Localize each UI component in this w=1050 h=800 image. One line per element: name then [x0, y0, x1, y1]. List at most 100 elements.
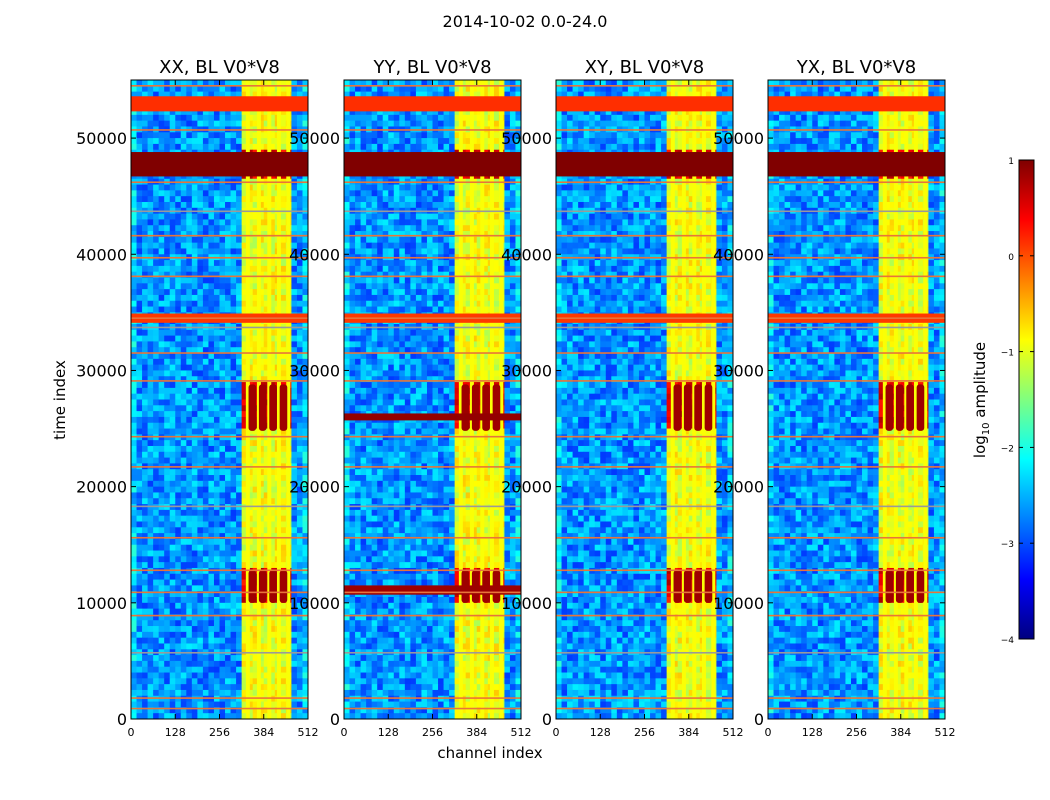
y-tick-label: 30000 — [76, 361, 127, 380]
time-line — [344, 275, 521, 278]
panel-title: YX, BL V0*V8 — [796, 57, 916, 78]
channel-line — [882, 80, 887, 719]
x-tick-label: 0 — [765, 726, 772, 739]
time-line — [556, 129, 733, 131]
colorbar-label: log10 amplitude — [971, 342, 992, 458]
y-axis-label: time index — [51, 360, 69, 440]
time-line — [768, 380, 945, 382]
x-tick-label: 0 — [341, 726, 348, 739]
time-band — [344, 152, 521, 177]
y-tick-label: 0 — [754, 710, 764, 729]
colorbar-tick-label: −4 — [1001, 636, 1015, 646]
time-line — [131, 435, 308, 438]
panel-title: XX, BL V0*V8 — [159, 57, 280, 78]
time-line — [556, 326, 733, 329]
saturated-blob — [916, 384, 925, 431]
x-tick-label: 128 — [802, 726, 823, 739]
time-band — [768, 152, 945, 177]
time-line — [131, 505, 308, 508]
y-tick-label: 20000 — [713, 478, 764, 497]
time-line — [344, 256, 521, 259]
panel-yx: 0 128 256 384 512 0 10000 20000 30000 40000 50000 Y… — [713, 57, 955, 739]
time-line — [344, 234, 521, 237]
x-tick-label: 384 — [253, 726, 274, 739]
x-tick-label: 512 — [298, 726, 319, 739]
x-tick-label: 512 — [511, 726, 532, 739]
y-tick-label: 40000 — [76, 245, 127, 264]
time-line — [556, 210, 733, 213]
saturated-blob — [694, 384, 702, 431]
time-line — [556, 505, 733, 508]
x-tick-label: 384 — [890, 726, 911, 739]
time-line — [131, 651, 308, 654]
x-tick-label: 384 — [466, 726, 487, 739]
saturated-blob — [258, 570, 267, 603]
channel-line — [489, 80, 494, 719]
time-line — [344, 317, 521, 319]
saturated-blob — [694, 570, 702, 603]
time-line — [768, 707, 945, 710]
time-line — [131, 707, 308, 710]
time-line — [556, 256, 733, 259]
x-tick-label: 384 — [678, 726, 699, 739]
time-line — [131, 536, 308, 539]
time-line — [556, 317, 733, 319]
saturated-blob — [916, 570, 925, 603]
y-tick-label: 0 — [542, 710, 552, 729]
channel-line — [711, 80, 716, 719]
y-tick-label: 30000 — [289, 361, 340, 380]
y-tick-label: 20000 — [76, 478, 127, 497]
panel-xx: 0 128 256 384 512 0 10000 20000 30000 40000 50000 X… — [76, 57, 318, 739]
time-line — [768, 614, 945, 617]
time-line — [556, 466, 733, 468]
time-line — [556, 275, 733, 278]
time-line — [131, 697, 308, 699]
saturated-blob — [248, 570, 257, 603]
time-band — [131, 96, 308, 112]
y-tick-label: 10000 — [289, 594, 340, 613]
time-line — [344, 707, 521, 710]
time-line — [768, 275, 945, 278]
saturated-blob — [885, 384, 894, 431]
panel-title: YY, BL V0*V8 — [372, 57, 491, 78]
time-line — [768, 651, 945, 654]
time-line — [556, 614, 733, 617]
colorbar-tick-label: −3 — [1001, 540, 1014, 550]
channel-line — [670, 80, 675, 719]
saturated-blob — [683, 384, 692, 431]
saturated-blob — [471, 384, 480, 431]
time-line — [344, 380, 521, 382]
colorbar-tick-label: −1 — [1001, 349, 1014, 359]
saturated-blob — [704, 570, 713, 603]
x-tick-label: 0 — [553, 726, 560, 739]
time-line — [344, 210, 521, 213]
y-tick-label: 20000 — [289, 478, 340, 497]
channel-line — [701, 80, 706, 719]
saturated-blob — [461, 384, 470, 431]
channel-line — [286, 80, 291, 719]
channel-line — [913, 80, 918, 719]
y-tick-label: 0 — [117, 710, 127, 729]
saturated-blob — [248, 384, 257, 431]
x-tick-label: 256 — [209, 726, 230, 739]
time-line — [131, 614, 308, 617]
figure-suptitle: 2014-10-02 0.0-24.0 — [442, 12, 608, 31]
time-line — [344, 352, 521, 354]
saturated-blob — [279, 384, 288, 431]
x-tick-label: 128 — [590, 726, 611, 739]
time-band — [344, 96, 521, 112]
time-line — [768, 85, 945, 87]
saturated-blob — [279, 570, 288, 603]
time-line — [344, 466, 521, 468]
time-line — [768, 435, 945, 438]
time-line — [344, 569, 521, 572]
saturated-blob — [704, 384, 713, 431]
channel-line — [923, 80, 928, 719]
x-tick-label: 256 — [422, 726, 443, 739]
time-line — [556, 707, 733, 710]
time-line — [344, 181, 521, 184]
panel-xy: 0 128 256 384 512 0 10000 20000 30000 40000 50000 X… — [501, 57, 743, 739]
y-tick-label: 10000 — [76, 594, 127, 613]
saturated-blob — [683, 570, 692, 603]
x-tick-label: 256 — [634, 726, 655, 739]
